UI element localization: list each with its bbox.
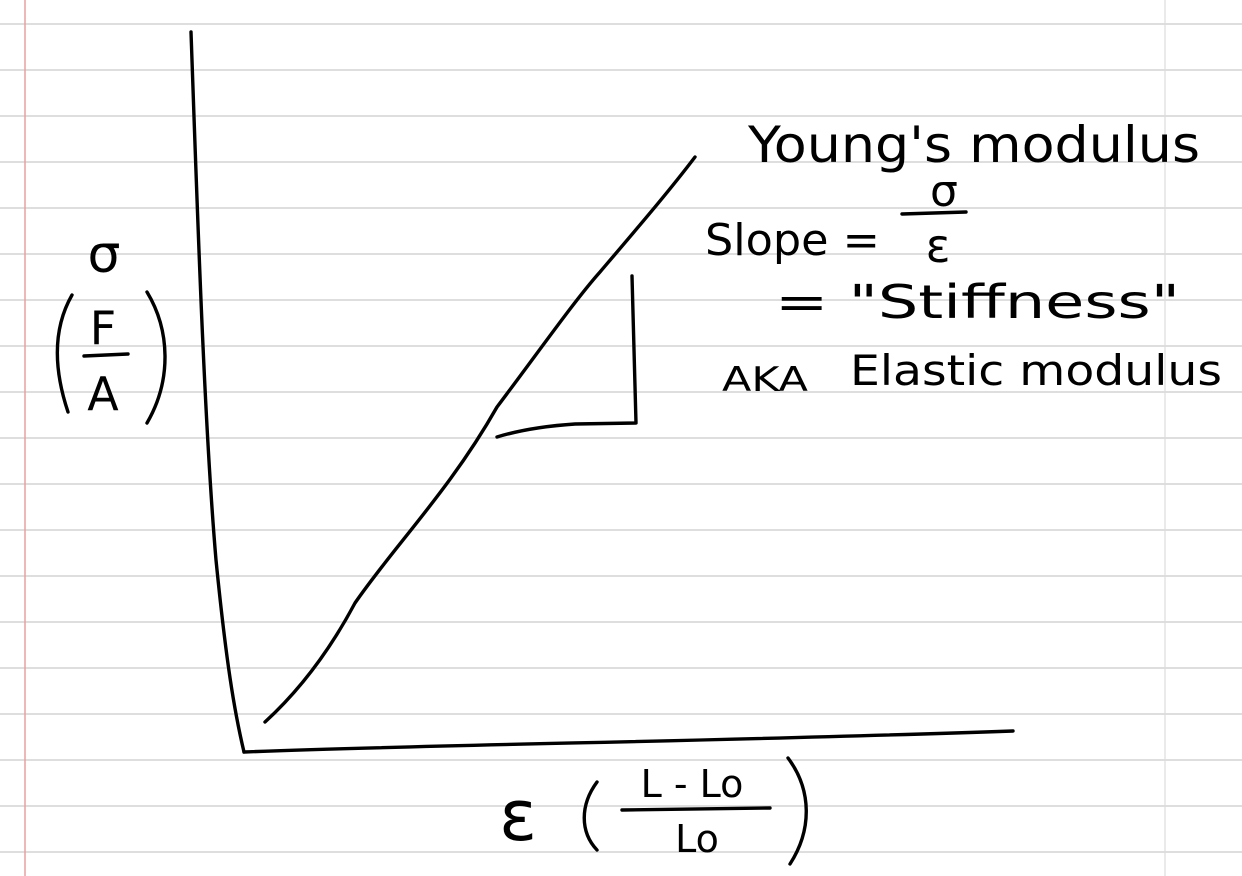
slope-label: Slope = (705, 215, 880, 266)
slope-denominator: ε (926, 219, 951, 273)
y-axis-symbol: σ (88, 225, 121, 285)
x-axis-symbol: ε (499, 775, 537, 857)
y-axis (189, 30, 246, 754)
y-axis-fraction-denominator: A (87, 367, 119, 421)
youngs-modulus-title: Young's modulus (747, 116, 1200, 174)
ruled-lines (0, 23, 1242, 853)
y-axis-left-paren (55, 293, 74, 414)
stress-strain-line (263, 155, 697, 724)
x-axis-right-paren (786, 756, 808, 866)
slope-triangle (495, 274, 638, 439)
aka-label: AKA (722, 360, 808, 400)
stiffness-label: = "Stiffness" (775, 275, 1180, 329)
x-axis-fraction-bar (620, 806, 772, 812)
slope-fraction-bar (900, 210, 968, 216)
y-axis-right-paren (145, 290, 167, 425)
x-axis-fraction-numerator: L - Lo (641, 762, 744, 806)
x-axis-fraction-denominator: Lo (675, 817, 719, 861)
elastic-modulus-label: Elastic modulus (850, 346, 1222, 395)
x-axis (242, 729, 1015, 754)
y-axis-fraction-bar (82, 352, 130, 358)
slope-numerator: σ (930, 166, 958, 217)
y-axis-fraction-numerator: F (90, 301, 116, 355)
x-axis-left-paren (582, 780, 599, 852)
